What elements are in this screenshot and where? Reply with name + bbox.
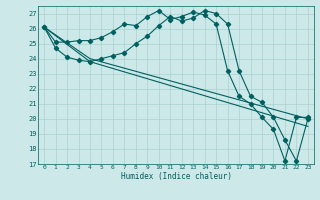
X-axis label: Humidex (Indice chaleur): Humidex (Indice chaleur): [121, 172, 231, 181]
